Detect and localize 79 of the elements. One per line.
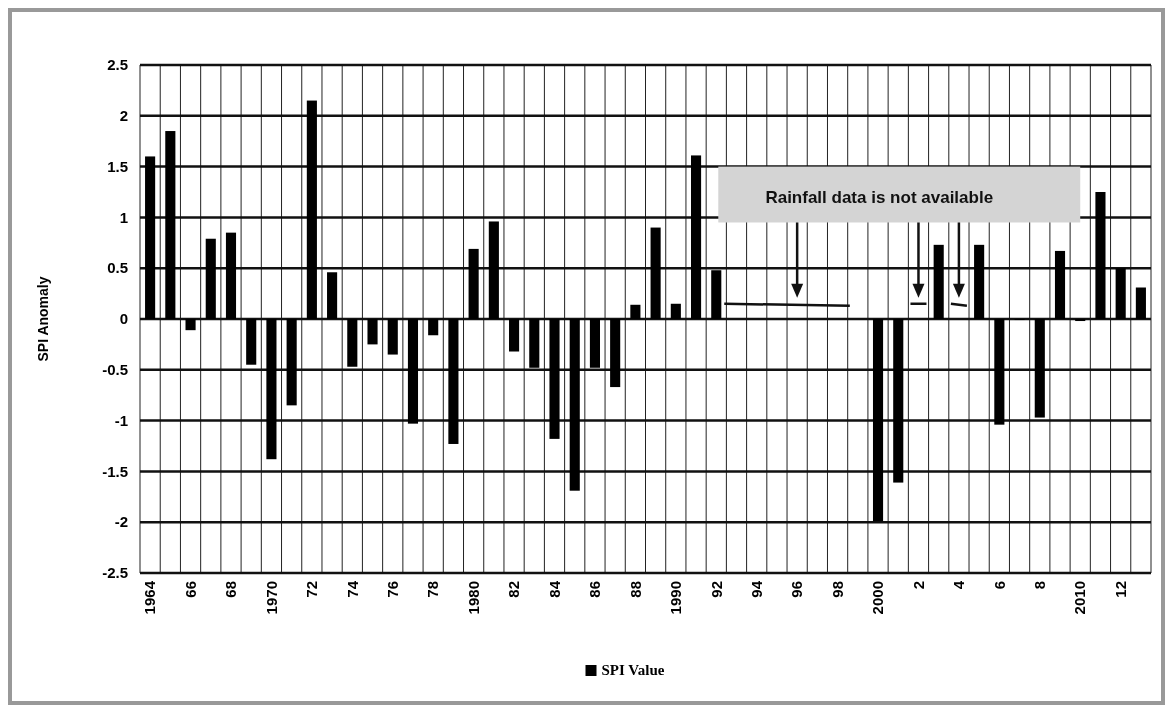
x-tick-label: 86 (586, 581, 604, 598)
bar (327, 272, 338, 319)
x-tick-label: 72 (303, 581, 321, 598)
bar (488, 221, 499, 319)
bar (185, 319, 196, 331)
bar (872, 319, 884, 522)
x-tick-label: 1964 (141, 580, 159, 615)
y-tick-label: 0 (119, 310, 128, 328)
y-tick-label: 0.5 (107, 259, 128, 277)
x-tick-label: 92 (707, 581, 725, 598)
bar (933, 244, 944, 319)
bar (569, 319, 580, 491)
bar (994, 319, 1005, 425)
bar (1135, 287, 1146, 319)
x-tick-label: 68 (222, 581, 240, 598)
bar (630, 304, 641, 319)
bar (650, 227, 661, 319)
y-tick-label: -2 (114, 513, 128, 531)
y-tick-label: 1.5 (107, 157, 128, 175)
bar (468, 248, 479, 319)
bar (589, 319, 601, 368)
bar (306, 100, 317, 319)
annotation: Rainfall data is not available (765, 188, 994, 208)
bar (145, 156, 156, 319)
x-tick-label: 4 (950, 580, 968, 590)
x-tick-label: 84 (545, 580, 563, 598)
x-tick-label: 88 (626, 581, 644, 598)
bar (549, 319, 560, 439)
bar (165, 131, 176, 319)
bar (266, 319, 277, 460)
bar (407, 319, 419, 424)
x-tick-label: 2010 (1071, 581, 1089, 615)
bar (347, 319, 358, 367)
y-tick-label: -1.5 (102, 462, 128, 480)
y-tick-label: -0.5 (102, 361, 128, 379)
x-tick-label: 66 (181, 581, 199, 598)
x-tick-label: 2000 (869, 581, 887, 615)
bar (286, 319, 297, 406)
bar (1115, 268, 1126, 319)
y-tick-label: -1 (114, 411, 128, 429)
x-tick-label: 98 (828, 581, 846, 598)
bar (225, 232, 237, 319)
x-tick-label: 96 (788, 581, 806, 598)
bar (1054, 250, 1066, 319)
bar (387, 319, 398, 355)
bar (1034, 319, 1045, 418)
x-tick-label: 2 (909, 581, 927, 590)
bar (1095, 192, 1106, 319)
bar (246, 319, 257, 365)
x-tick-label: 78 (424, 581, 442, 598)
bar (205, 238, 216, 319)
x-tick-label: 74 (343, 580, 361, 598)
x-tick-label: 1970 (262, 581, 280, 615)
bar (1075, 319, 1086, 322)
y-tick-label: -2.5 (102, 564, 128, 582)
y-tick-label: 2.5 (107, 56, 128, 74)
bar (711, 270, 722, 319)
x-tick-label: 94 (747, 580, 765, 598)
bar (509, 319, 520, 352)
x-tick-label: 8 (1031, 581, 1049, 590)
x-tick-label: 6 (990, 581, 1008, 590)
legend-label: SPI Value (601, 662, 665, 678)
bar (529, 319, 540, 368)
x-tick-label: 82 (505, 581, 523, 598)
bar (974, 244, 985, 319)
y-tick-label: 1 (119, 208, 128, 226)
bar (367, 319, 378, 345)
y-axis-title: SPI Anomaly (35, 276, 51, 362)
x-tick-label: 1980 (464, 581, 482, 615)
bar (893, 319, 904, 483)
x-tick-label: 76 (384, 581, 401, 598)
bar (428, 319, 439, 336)
x-tick-label: 12 (1111, 581, 1129, 598)
bar (448, 319, 459, 444)
bar (691, 155, 702, 319)
x-tick-label: 1990 (667, 581, 685, 615)
bar (610, 319, 621, 388)
y-tick-label: 2 (119, 107, 128, 125)
bar (670, 303, 681, 319)
